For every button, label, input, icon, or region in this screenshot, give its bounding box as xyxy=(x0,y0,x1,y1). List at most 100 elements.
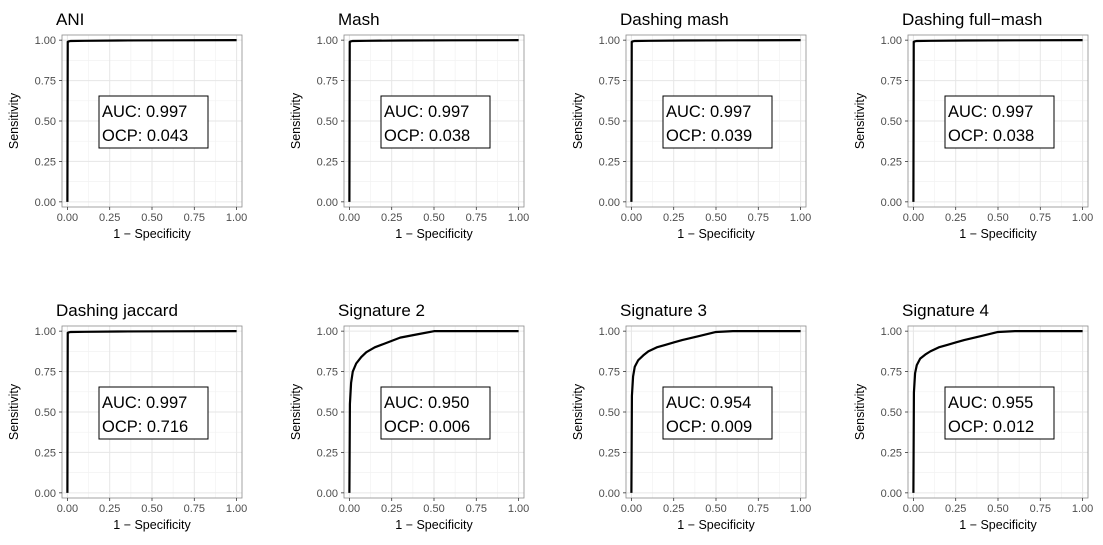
y-tick-label: 1.00 xyxy=(35,35,56,47)
metric-box xyxy=(662,95,773,149)
x-tick-label: 1.00 xyxy=(790,212,811,224)
metric-box xyxy=(944,386,1055,440)
y-tick-label: 0.00 xyxy=(599,197,620,209)
roc-curve xyxy=(348,39,519,202)
y-tick-label: 0.00 xyxy=(881,197,902,209)
x-tick-label: 1.00 xyxy=(508,212,529,224)
panel-title: Signature 4 xyxy=(902,301,989,320)
metric-box xyxy=(944,95,1055,149)
ocp-label: OCP: 0.006 xyxy=(384,418,470,436)
x-tick-label: 0.75 xyxy=(1030,212,1051,224)
y-tick-label: 0.25 xyxy=(881,447,902,459)
y-tick-label: 0.25 xyxy=(35,447,56,459)
x-tick-label: 0.25 xyxy=(663,212,684,224)
y-tick-label: 0.00 xyxy=(881,488,902,500)
y-tick-label: 0.75 xyxy=(35,367,56,379)
x-tick-label: 0.75 xyxy=(748,503,769,515)
y-axis-title: Sensitivity xyxy=(853,383,867,440)
roc-curve xyxy=(630,330,801,493)
y-tick-label: 0.00 xyxy=(317,197,338,209)
x-tick-label: 0.50 xyxy=(141,212,162,224)
y-axis-title: Sensitivity xyxy=(853,92,867,149)
x-axis-title: 1 − Specificity xyxy=(677,518,755,532)
x-tick-label: 0.25 xyxy=(945,503,966,515)
x-axis-title: 1 − Specificity xyxy=(395,518,473,532)
x-axis-title: 1 − Specificity xyxy=(959,518,1037,532)
x-tick-label: 0.00 xyxy=(621,212,642,224)
y-tick-label: 0.25 xyxy=(317,447,338,459)
roc-panel: ANI 0.000.00 0.25 0.25 0.50 0.50 0.75 0.75 1.00 1… xyxy=(7,10,247,241)
y-axis-title: Sensitivity xyxy=(7,383,21,440)
x-tick-label: 0.75 xyxy=(466,503,487,515)
x-tick-label: 0.00 xyxy=(57,503,78,515)
x-tick-label: 0.75 xyxy=(184,212,205,224)
x-axis-title: 1 − Specificity xyxy=(677,227,755,241)
y-tick-label: 0.00 xyxy=(599,488,620,500)
y-tick-label: 1.00 xyxy=(317,326,338,338)
x-tick-label: 0.00 xyxy=(621,503,642,515)
y-tick-label: 0.75 xyxy=(317,76,338,88)
y-tick-label: 0.00 xyxy=(35,488,56,500)
x-axis-title: 1 − Specificity xyxy=(113,227,191,241)
y-tick-label: 0.75 xyxy=(599,367,620,379)
metric-box xyxy=(662,386,773,440)
auc-label: AUC: 0.950 xyxy=(384,394,469,412)
y-axis-title: Sensitivity xyxy=(289,92,303,149)
x-axis-title: 1 − Specificity xyxy=(395,227,473,241)
x-tick-label: 0.75 xyxy=(466,212,487,224)
auc-label: AUC: 0.997 xyxy=(102,394,187,412)
ocp-label: OCP: 0.038 xyxy=(384,127,470,145)
y-tick-label: 0.50 xyxy=(881,407,902,419)
x-tick-label: 0.75 xyxy=(1030,503,1051,515)
auc-label: AUC: 0.997 xyxy=(102,103,187,121)
y-tick-label: 1.00 xyxy=(317,35,338,47)
x-tick-label: 1.00 xyxy=(1072,212,1093,224)
y-tick-label: 0.50 xyxy=(599,407,620,419)
x-tick-label: 0.00 xyxy=(903,212,924,224)
x-tick-label: 0.50 xyxy=(423,212,444,224)
y-axis-title: Sensitivity xyxy=(289,383,303,440)
metric-box xyxy=(98,386,209,440)
y-tick-label: 0.75 xyxy=(317,367,338,379)
x-tick-label: 1.00 xyxy=(508,503,529,515)
metric-box xyxy=(380,95,491,149)
roc-panel: Dashing full−mash 0.000.00 0.25 0.25 0.50 0.5… xyxy=(853,10,1093,241)
y-tick-label: 0.50 xyxy=(35,407,56,419)
y-axis-title: Sensitivity xyxy=(571,92,585,149)
y-tick-label: 0.25 xyxy=(317,156,338,168)
ocp-label: OCP: 0.043 xyxy=(102,127,188,145)
y-tick-label: 0.25 xyxy=(599,156,620,168)
roc-curve xyxy=(912,39,1083,202)
y-tick-label: 0.75 xyxy=(599,76,620,88)
panel-title: Dashing full−mash xyxy=(902,10,1042,29)
auc-label: AUC: 0.955 xyxy=(948,394,1033,412)
ocp-label: OCP: 0.039 xyxy=(666,127,752,145)
panel-title: Mash xyxy=(338,10,380,29)
x-tick-label: 0.00 xyxy=(339,212,360,224)
y-tick-label: 0.25 xyxy=(881,156,902,168)
x-axis-title: 1 − Specificity xyxy=(113,518,191,532)
auc-label: AUC: 0.954 xyxy=(666,394,751,412)
y-tick-label: 0.75 xyxy=(881,76,902,88)
y-tick-label: 0.50 xyxy=(35,116,56,128)
x-tick-label: 0.50 xyxy=(141,503,162,515)
panel-title: Dashing jaccard xyxy=(56,301,178,320)
roc-panel: Signature 4 0.000.00 0.25 0.25 0.50 0.50 0.75 0… xyxy=(853,301,1093,532)
roc-curve xyxy=(66,39,237,202)
roc-panel: Mash 0.000.00 0.25 0.25 0.50 0.50 0.75 0.75 1.00… xyxy=(289,10,529,241)
y-tick-label: 0.00 xyxy=(35,197,56,209)
y-axis-title: Sensitivity xyxy=(7,92,21,149)
x-tick-label: 0.50 xyxy=(423,503,444,515)
roc-curve xyxy=(630,39,801,202)
y-tick-label: 0.50 xyxy=(881,116,902,128)
y-tick-label: 0.25 xyxy=(599,447,620,459)
ocp-label: OCP: 0.038 xyxy=(948,127,1034,145)
x-tick-label: 1.00 xyxy=(226,503,247,515)
y-tick-label: 0.25 xyxy=(35,156,56,168)
y-tick-label: 1.00 xyxy=(599,326,620,338)
y-tick-label: 1.00 xyxy=(881,35,902,47)
x-tick-label: 1.00 xyxy=(790,503,811,515)
y-tick-label: 1.00 xyxy=(35,326,56,338)
x-tick-label: 0.75 xyxy=(184,503,205,515)
panel-title: Signature 2 xyxy=(338,301,425,320)
